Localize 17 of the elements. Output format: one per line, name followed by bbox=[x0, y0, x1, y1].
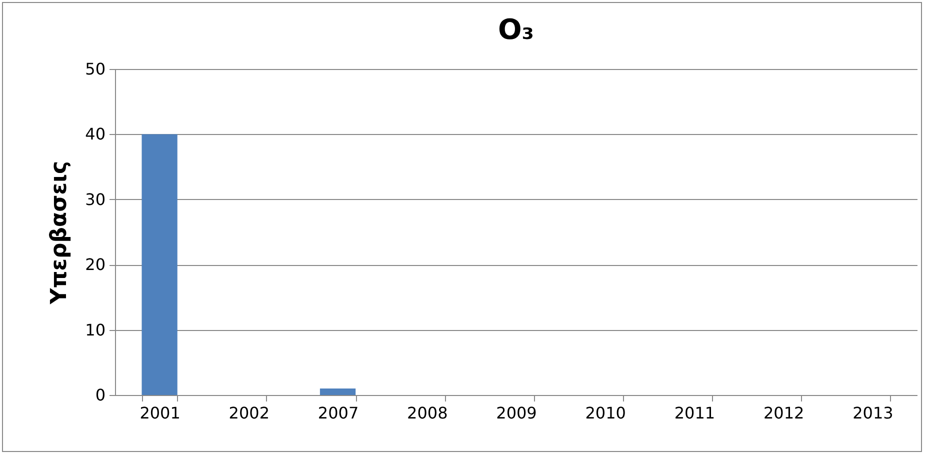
x-tick-label: 2013 bbox=[852, 404, 894, 422]
y-tick-label: 40 bbox=[85, 124, 106, 144]
x-tick-label: 2010 bbox=[585, 404, 626, 422]
y-tick-label: 10 bbox=[85, 320, 106, 340]
y-tick-label: 50 bbox=[85, 60, 106, 78]
x-tick-label: 2012 bbox=[763, 404, 804, 422]
x-tick-label: 2009 bbox=[496, 404, 537, 422]
x-tick-label: 2008 bbox=[407, 404, 448, 422]
x-tick-label: 2011 bbox=[674, 404, 716, 422]
x-tick-label: 2002 bbox=[228, 404, 270, 422]
x-tick-label: 2007 bbox=[318, 404, 359, 422]
y-tick-label: 30 bbox=[85, 190, 106, 209]
y-tick-label: 20 bbox=[85, 255, 106, 274]
y-axis-title: Υπερβασεις bbox=[47, 160, 72, 306]
y-tick-label: 0 bbox=[95, 386, 106, 404]
chart-title: O₃ bbox=[498, 13, 534, 46]
x-tick-label: 2001 bbox=[140, 404, 180, 422]
